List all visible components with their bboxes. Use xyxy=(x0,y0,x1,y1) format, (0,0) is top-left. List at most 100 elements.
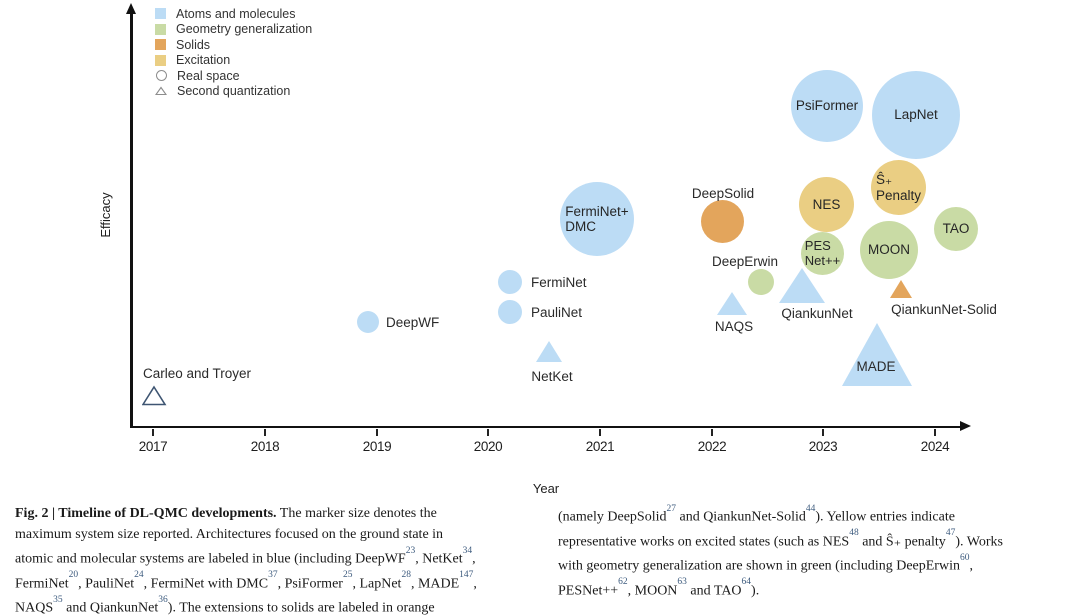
citation-ref[interactable]: 23 xyxy=(405,545,416,556)
y-axis-line xyxy=(130,12,133,427)
x-tick-label: 2021 xyxy=(585,439,615,454)
citation-ref[interactable]: 62 xyxy=(618,577,628,588)
legend-item-atoms-and-molecules: Atoms and molecules xyxy=(155,6,312,21)
x-tick-label: 2023 xyxy=(808,439,838,454)
caption-text: (namely DeepSolid xyxy=(558,509,667,525)
legend-label: Atoms and molecules xyxy=(176,6,296,21)
marker-deepsolid xyxy=(701,200,744,243)
marker-deeperwin xyxy=(748,269,774,295)
caption-line: (namely DeepSolid27 and QiankunNet-Solid… xyxy=(558,503,1080,528)
caption-text: , NetKet xyxy=(415,551,463,567)
label-pesnet: PES Net++ xyxy=(804,237,841,268)
citation-ref[interactable]: 48 xyxy=(849,528,859,539)
caption-text: ). Yellow entries indicate xyxy=(815,509,955,525)
label-ferminet: FermiNet xyxy=(531,275,587,290)
label-ferminet-dmc: FermiNet+ DMC xyxy=(565,203,629,234)
open-triangle-swatch-icon xyxy=(155,86,167,96)
citation-ref[interactable]: 28 xyxy=(401,570,411,581)
label-made: MADE xyxy=(856,359,896,374)
x-tick-label: 2018 xyxy=(250,439,280,454)
citation-ref[interactable]: 24 xyxy=(134,570,144,581)
x-tick-label: 2017 xyxy=(138,439,168,454)
citation-ref[interactable]: 63 xyxy=(677,577,687,588)
caption-text: , FermiNet with DMC xyxy=(143,576,269,592)
citation-ref[interactable]: 34 xyxy=(462,545,473,556)
marker-ferminet-dmc: FermiNet+ DMC xyxy=(560,182,634,256)
caption-text: with geometry generalization are shown i… xyxy=(558,558,960,574)
x-axis-line xyxy=(130,425,962,428)
caption-line: NAQS35 and QiankunNet36). The extensions… xyxy=(15,594,540,615)
label-moon: MOON xyxy=(868,242,910,258)
label-lapnet: LapNet xyxy=(894,107,938,123)
label-s-plus-penalty: Ŝ₊ Penalty xyxy=(875,172,922,203)
caption-line: PESNet++62, MOON63 and TAO64). xyxy=(558,577,1080,602)
caption-line: with geometry generalization are shown i… xyxy=(558,552,1080,577)
marker-nes: NES xyxy=(799,177,854,232)
citation-ref[interactable]: 60 xyxy=(959,552,970,563)
legend-label: Excitation xyxy=(176,53,231,67)
orange-square-swatch-icon xyxy=(155,39,166,50)
label-deepsolid: DeepSolid xyxy=(691,186,755,201)
label-deeperwin: DeepErwin xyxy=(711,254,779,269)
citation-ref[interactable]: 20 xyxy=(68,570,79,581)
marker-moon: MOON xyxy=(860,221,918,279)
caption-text: atomic and molecular systems are labeled… xyxy=(15,551,406,567)
caption-text: Fig. 2 | Timeline of DL-QMC developments… xyxy=(15,506,277,521)
marker-made xyxy=(842,323,912,386)
x-axis-arrowhead-icon xyxy=(960,421,971,432)
caption-text: ). Works xyxy=(955,534,1003,550)
caption-text: , xyxy=(473,576,477,592)
citation-ref[interactable]: 35 xyxy=(53,594,63,605)
label-paulinet: PauliNet xyxy=(531,305,583,320)
caption-text: maximum system size reported. Architectu… xyxy=(15,527,444,542)
citation-ref[interactable]: 27 xyxy=(666,503,676,514)
blue-square-swatch-icon xyxy=(155,8,166,19)
x-axis-tick xyxy=(152,429,154,436)
x-axis-tick xyxy=(264,429,266,436)
citation-ref[interactable]: 44 xyxy=(805,503,816,514)
marker-psiformer: PsiFormer xyxy=(791,70,863,142)
marker-netket xyxy=(536,341,562,362)
x-axis-tick xyxy=(822,429,824,436)
citation-ref[interactable]: 147 xyxy=(459,570,474,581)
marker-deepwf xyxy=(357,311,379,333)
caption-right-column: (namely DeepSolid27 and QiankunNet-Solid… xyxy=(558,503,1080,602)
x-axis-tick xyxy=(934,429,936,436)
citation-ref[interactable]: 64 xyxy=(741,577,752,588)
x-axis-tick xyxy=(711,429,713,436)
caption-text: , LapNet xyxy=(352,576,402,592)
marker-ferminet xyxy=(498,270,522,294)
marker-lapnet: LapNet xyxy=(872,71,960,159)
x-tick-label: 2019 xyxy=(362,439,392,454)
x-axis-tick xyxy=(487,429,489,436)
label-qiankunnet-solid: QiankunNet-Solid xyxy=(891,302,997,317)
caption-text: FermiNet xyxy=(15,576,69,592)
citation-ref[interactable]: 47 xyxy=(945,528,956,539)
citation-ref[interactable]: 37 xyxy=(268,570,278,581)
caption-text: , PsiFormer xyxy=(277,576,343,592)
legend-item-real-space: Real space xyxy=(155,69,312,83)
open-circle-swatch-icon xyxy=(156,70,167,81)
caption-text: and QiankunNet-Solid xyxy=(675,509,806,525)
legend-item-geometry-generalization: Geometry generalization xyxy=(155,22,312,36)
label-netket: NetKet xyxy=(531,369,573,384)
citation-ref[interactable]: 36 xyxy=(158,594,168,605)
caption-text: and TAO xyxy=(686,583,742,599)
green-square-swatch-icon xyxy=(155,23,166,35)
citation-ref[interactable]: 25 xyxy=(342,570,353,581)
legend-item-solids: Solids xyxy=(155,37,312,52)
legend-label: Solids xyxy=(176,37,211,52)
label-psiformer: PsiFormer xyxy=(795,98,859,114)
caption-text: , MOON xyxy=(627,583,678,599)
caption-text: ). The extensions to solids are labeled … xyxy=(167,600,435,615)
x-tick-label: 2024 xyxy=(920,439,950,454)
caption-text: , MADE xyxy=(410,576,460,592)
caption-left-column: Fig. 2 | Timeline of DL-QMC developments… xyxy=(15,503,540,615)
caption-text: PESNet++ xyxy=(558,583,619,599)
caption-text: representative works on excited states (… xyxy=(558,534,850,550)
label-carleo-troyer: Carleo and Troyer xyxy=(143,366,252,381)
y-axis-arrowhead-icon xyxy=(125,3,136,14)
x-axis-title: Year xyxy=(532,481,560,496)
marker-qiankunnet-solid xyxy=(890,280,912,298)
